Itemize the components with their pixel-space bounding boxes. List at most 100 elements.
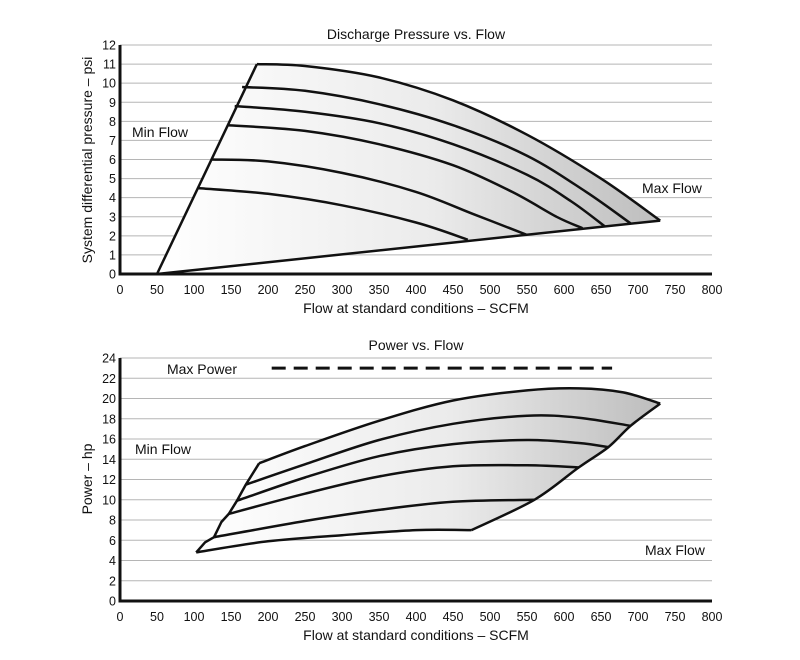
pressure-chart: Discharge Pressure vs. Flow 012345678910…	[79, 26, 722, 316]
pressure-x-ticks: 0 50 100 150 200 250 300 350 400 450 500 550 600 650 7…	[117, 283, 723, 297]
power-x-tick-label: 450	[443, 610, 464, 624]
pressure-x-tick-label: 600	[554, 283, 575, 297]
power-y-tick-label: 22	[102, 372, 116, 386]
pressure-x-tick-label: 550	[517, 283, 538, 297]
pressure-min-flow-line	[155, 63, 259, 275]
pressure-curve-4	[227, 123, 584, 230]
pressure-y-tick-label: 7	[109, 134, 116, 148]
power-curve-4	[228, 463, 579, 516]
power-x-tick-label: 100	[184, 610, 205, 624]
pressure-y-tick-label: 11	[103, 58, 116, 72]
pressure-curves	[118, 45, 712, 276]
pressure-y-tick-label: 10	[102, 77, 116, 91]
power-x-tick-label: 650	[591, 610, 612, 624]
pressure-y-tick-label: 5	[109, 172, 116, 186]
power-curve-6	[196, 528, 472, 554]
pressure-envelope-fill	[157, 64, 661, 274]
pressure-x-tick-label: 50	[150, 283, 164, 297]
power-max-flow-label: Max Flow	[645, 542, 706, 558]
pressure-x-tick-label: 750	[665, 283, 686, 297]
power-x-tick-label: 0	[117, 610, 124, 624]
pressure-x-tick-label: 500	[480, 283, 501, 297]
power-min-flow-line	[195, 462, 261, 554]
power-x-tick-label: 700	[628, 610, 649, 624]
pressure-x-tick-label: 100	[184, 283, 205, 297]
power-x-tick-label: 500	[480, 610, 501, 624]
pressure-x-tick-label: 450	[443, 283, 464, 297]
power-x-ticks: 0 50 100 150 200 250 300 350 400 450 500 550 600 650 7…	[117, 610, 723, 624]
power-y-tick-label: 20	[102, 392, 116, 406]
power-max-flow-line	[470, 402, 661, 532]
power-x-tick-label: 750	[665, 610, 686, 624]
power-y-tick-label: 14	[102, 453, 116, 467]
pressure-y-tick-label: 1	[109, 248, 116, 262]
power-y-tick-label: 16	[102, 433, 116, 447]
power-curve-5	[213, 498, 535, 539]
pressure-y-tick-label: 4	[109, 191, 116, 205]
pressure-y-tick-label: 2	[109, 229, 116, 243]
power-x-tick-label: 200	[258, 610, 279, 624]
power-y-tick-label: 10	[102, 493, 116, 507]
pressure-y-tick-label: 12	[102, 39, 116, 53]
power-y-tick-label: 0	[109, 595, 116, 609]
power-y-axis-label: Power – hp	[79, 443, 95, 514]
pressure-y-axis-label: System differential pressure – psi	[79, 57, 95, 264]
pressure-x-tick-label: 300	[332, 283, 353, 297]
pressure-curve-1	[256, 62, 661, 222]
power-y-tick-label: 24	[102, 352, 116, 366]
pressure-min-flow-label: Min Flow	[132, 124, 189, 140]
pressure-curve-2	[242, 85, 632, 225]
power-x-tick-label: 150	[221, 610, 242, 624]
pressure-x-tick-label: 700	[628, 283, 649, 297]
pressure-curve-6	[198, 186, 469, 241]
power-y-tick-label: 2	[109, 574, 116, 588]
pressure-y-tick-label: 8	[109, 115, 116, 129]
pressure-x-tick-label: 200	[258, 283, 279, 297]
pressure-y-tick-label: 3	[109, 210, 116, 224]
power-curves	[118, 358, 712, 603]
power-x-tick-label: 400	[406, 610, 427, 624]
power-y-tick-label: 6	[109, 534, 116, 548]
power-y-tick-label: 4	[109, 554, 116, 568]
pressure-x-tick-label: 800	[702, 283, 723, 297]
pressure-x-tick-label: 0	[117, 283, 124, 297]
power-x-tick-label: 550	[517, 610, 538, 624]
pressure-max-flow-label: Max Flow	[642, 180, 703, 196]
power-curve-2	[245, 414, 631, 486]
power-min-flow-label: Min Flow	[135, 441, 192, 457]
power-x-tick-label: 250	[295, 610, 316, 624]
pressure-y-tick-label: 6	[109, 153, 116, 167]
power-x-tick-label: 300	[332, 610, 353, 624]
power-curve-1	[258, 387, 661, 465]
pressure-x-tick-label: 400	[406, 283, 427, 297]
pressure-x-axis-label: Flow at standard conditions – SCFM	[303, 300, 529, 316]
power-x-tick-label: 600	[554, 610, 575, 624]
pressure-x-tick-label: 650	[591, 283, 612, 297]
max-power-label: Max Power	[167, 361, 237, 377]
power-y-tick-label: 18	[102, 412, 116, 426]
pressure-curve-5	[211, 158, 528, 237]
pressure-y-tick-label: 0	[109, 268, 116, 282]
pressure-axes	[118, 45, 712, 276]
power-x-tick-label: 50	[150, 610, 164, 624]
pressure-x-tick-label: 150	[221, 283, 242, 297]
pressure-x-tick-label: 250	[295, 283, 316, 297]
power-chart-title: Power vs. Flow	[369, 337, 465, 353]
power-x-tick-label: 350	[369, 610, 390, 624]
power-axes	[118, 358, 712, 603]
power-x-tick-label: 800	[702, 610, 723, 624]
pressure-y-tick-label: 9	[109, 96, 116, 110]
power-envelope-fill	[196, 388, 661, 553]
pressure-curve-3	[234, 104, 606, 228]
pressure-max-flow-line	[156, 219, 661, 276]
pressure-x-tick-label: 350	[369, 283, 390, 297]
pressure-chart-title: Discharge Pressure vs. Flow	[327, 26, 506, 42]
power-x-axis-label: Flow at standard conditions – SCFM	[303, 627, 529, 643]
power-y-tick-label: 12	[102, 473, 116, 487]
power-curve-3	[236, 438, 609, 502]
power-y-tick-label: 8	[109, 514, 116, 528]
